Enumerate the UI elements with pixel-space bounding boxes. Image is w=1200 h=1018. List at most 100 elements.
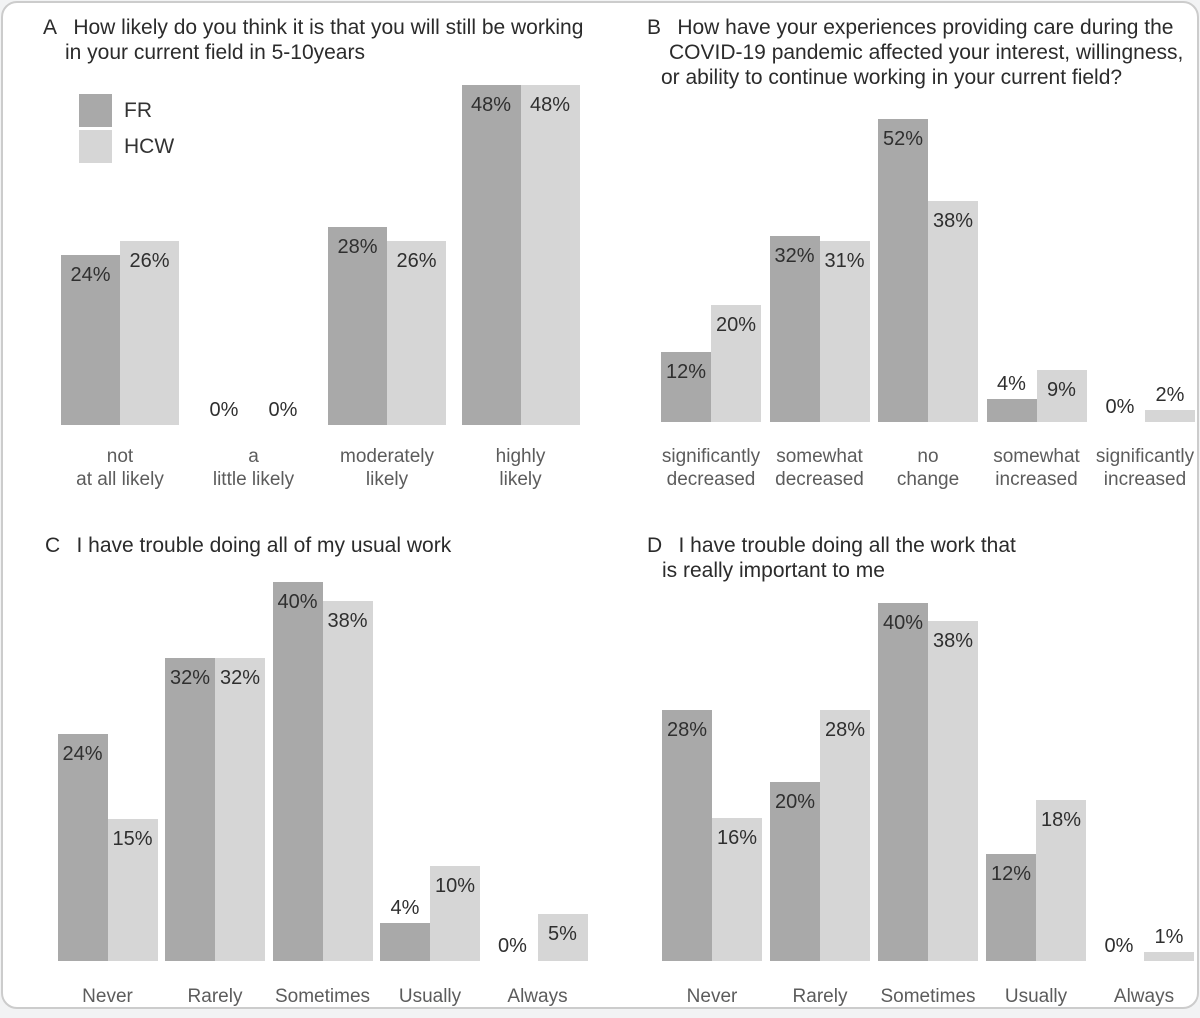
value-label: 26% — [129, 249, 170, 272]
category-label: moderately likely — [340, 446, 434, 490]
value-label: 12% — [990, 862, 1032, 885]
category-label: Rarely — [187, 986, 243, 1007]
bar-fr — [878, 603, 928, 961]
category-label: Sometimes — [880, 986, 976, 1007]
value-label: 10% — [434, 875, 476, 898]
bar-fr — [461, 85, 521, 425]
bar-hcw — [1036, 799, 1086, 961]
value-label: 0% — [498, 935, 527, 957]
bar-fr — [61, 255, 120, 425]
legend-swatch-hcw — [79, 130, 112, 163]
value-label: 28% — [337, 235, 378, 258]
bar-hcw — [928, 620, 978, 961]
bar-hcw — [819, 241, 870, 422]
value-label: 52% — [882, 128, 924, 150]
value-label: 38% — [932, 209, 974, 232]
bar-hcw — [1144, 952, 1194, 961]
value-label: 5% — [548, 922, 577, 945]
value-label: 48% — [470, 94, 512, 116]
bar-fr — [986, 853, 1036, 961]
value-label: 32% — [219, 666, 261, 689]
bar-hcw — [1036, 369, 1087, 422]
panel-b-title-line: COVID-19 pandemic affected your interest… — [669, 41, 1184, 64]
value-label: 38% — [327, 609, 368, 632]
value-label: 40% — [882, 612, 924, 634]
bar-hcw — [120, 240, 179, 425]
value-label: 0% — [209, 399, 239, 421]
bar-hcw — [215, 657, 265, 961]
value-label: 20% — [774, 791, 816, 813]
category-label: Sometimes — [274, 986, 371, 1007]
value-label: 38% — [932, 629, 974, 652]
panel-c-title-line: C I have trouble doing all of my usual w… — [45, 534, 452, 557]
value-label: 32% — [774, 244, 815, 267]
category-label: no change — [896, 446, 960, 490]
value-label: 4% — [997, 372, 1026, 395]
bar-fr — [662, 710, 712, 961]
value-label: 28% — [824, 719, 866, 742]
category-label: somewhat decreased — [775, 446, 864, 490]
category-label: Usually — [398, 986, 462, 1007]
legend-item-hcw: HCW — [79, 130, 174, 163]
bar-fr — [769, 235, 820, 422]
panel-b: B How have your experiences providing ca… — [603, 3, 1200, 513]
panel-b-title-line: B How have your experiences providing ca… — [647, 16, 1174, 39]
bar-fr — [380, 923, 430, 961]
panel-d-title-line: D I have trouble doing all the work that — [647, 534, 1016, 557]
value-label: 0% — [1105, 396, 1135, 418]
panel-d-title-line: is really important to me — [662, 559, 885, 582]
value-label: 40% — [277, 591, 318, 613]
bar-hcw — [107, 818, 158, 961]
value-label: 2% — [1155, 384, 1185, 407]
bar-fr — [770, 782, 820, 961]
bar-fr — [878, 119, 928, 422]
value-label: 20% — [715, 314, 757, 337]
bar-hcw — [520, 85, 580, 425]
category-label: somewhat increased — [993, 446, 1080, 490]
category-label: highly likely — [495, 446, 546, 490]
value-label: 28% — [666, 719, 708, 742]
bar-fr — [57, 733, 108, 961]
category-label: Always — [507, 986, 568, 1007]
category-label: significantly increased — [1095, 446, 1195, 490]
bar-hcw — [928, 200, 978, 422]
value-label: 0% — [268, 399, 298, 421]
value-label: 1% — [1154, 926, 1184, 949]
panel-d: D I have trouble doing all the work that… — [603, 513, 1200, 1007]
category-label: Rarely — [792, 986, 848, 1007]
bar-fr — [661, 352, 711, 422]
category-label: not at all likely — [76, 446, 164, 490]
bar-hcw — [322, 600, 373, 961]
category-label: Never — [686, 986, 738, 1007]
panel-b-title-line: or ability to continue working in your c… — [661, 66, 1123, 89]
category-label: a little likely — [212, 446, 295, 490]
legend-swatch-fr — [79, 94, 112, 127]
bar-fr — [272, 582, 323, 961]
bar-fr — [328, 226, 387, 425]
bar-hcw — [387, 240, 446, 425]
panel-a: FR HCW A How likely do you think it is t… — [3, 3, 603, 513]
bar-hcw — [712, 817, 762, 961]
value-label: 18% — [1040, 808, 1082, 831]
category-label: Always — [1113, 986, 1175, 1007]
value-label: 12% — [665, 361, 707, 384]
value-label: 48% — [529, 94, 571, 116]
bar-fr — [165, 657, 215, 961]
panel-c: C I have trouble doing all of my usual w… — [3, 513, 603, 1007]
panel-a-title-line: A How likely do you think it is that you… — [43, 16, 584, 39]
value-label: 16% — [716, 826, 758, 849]
panel-a-title-line: in your current field in 5-10years — [65, 41, 365, 64]
legend-label-fr: FR — [124, 98, 152, 122]
category-label: significantly decreased — [661, 446, 761, 490]
legend-item-fr: FR — [79, 94, 152, 127]
bar-fr — [986, 398, 1037, 422]
value-label: 24% — [62, 742, 103, 765]
value-label: 0% — [1104, 935, 1134, 957]
value-label: 24% — [70, 264, 111, 286]
category-label: Never — [82, 986, 133, 1007]
value-label: 32% — [169, 666, 211, 689]
value-label: 15% — [112, 827, 153, 850]
bar-hcw — [820, 710, 870, 961]
value-label: 26% — [396, 249, 437, 272]
